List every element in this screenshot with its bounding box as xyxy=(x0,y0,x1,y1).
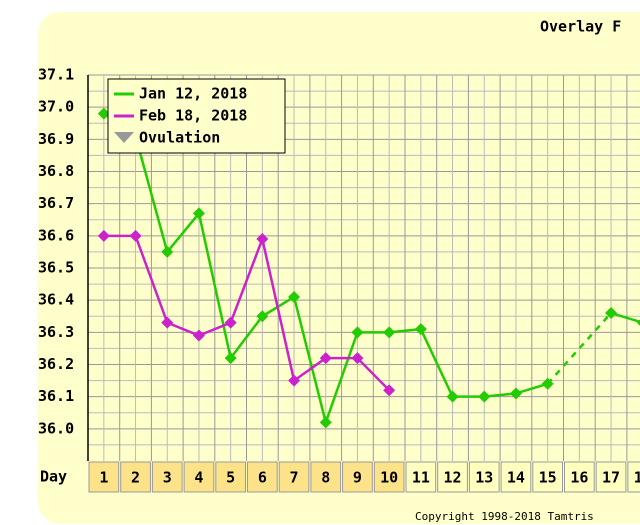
x-tick-label: 3 xyxy=(163,469,172,487)
x-tick-label: 5 xyxy=(226,469,235,487)
legend-label: Ovulation xyxy=(139,129,220,147)
legend-label: Feb 18, 2018 xyxy=(139,107,247,125)
day-cell xyxy=(120,461,151,493)
day-cell xyxy=(183,461,215,493)
point xyxy=(224,316,237,329)
point xyxy=(161,316,174,329)
y-tick-label: 36.8 xyxy=(38,162,74,180)
point xyxy=(383,384,396,397)
x-tick-label: 18 xyxy=(634,469,640,487)
x-axis-label: Day xyxy=(40,468,67,486)
x-tick-label: 1 xyxy=(99,469,108,487)
series-line xyxy=(103,234,391,392)
day-cell xyxy=(564,461,595,493)
copyright: Copyright 1998-2018 Tamtris xyxy=(415,510,594,523)
x-tick-label: 8 xyxy=(321,469,330,487)
x-tick-label: 4 xyxy=(194,469,203,487)
legend-marker xyxy=(114,132,134,143)
x-tick-label: 7 xyxy=(290,469,299,487)
point xyxy=(256,310,269,323)
x-tick-label: 16 xyxy=(570,469,588,487)
point xyxy=(224,352,237,365)
y-tick-label: 37.1 xyxy=(38,66,74,84)
x-tick-label: 14 xyxy=(507,469,525,487)
point xyxy=(288,374,301,387)
day-cell xyxy=(532,461,563,493)
x-tick-label: 2 xyxy=(131,469,140,487)
gap-connector xyxy=(546,312,612,385)
x-tick-label: 10 xyxy=(380,469,398,487)
x-tick-label: 17 xyxy=(602,469,620,487)
point xyxy=(192,329,205,342)
point xyxy=(351,352,364,365)
point xyxy=(129,229,142,242)
day-cell xyxy=(88,461,120,493)
point xyxy=(541,377,554,390)
y-tick-label: 36.6 xyxy=(38,226,74,244)
day-cell xyxy=(278,461,310,493)
day-cell xyxy=(342,461,373,493)
point xyxy=(319,352,332,365)
point xyxy=(446,390,459,403)
x-tick-label: 12 xyxy=(444,469,462,487)
point xyxy=(351,326,364,339)
x-tick-label: 6 xyxy=(258,469,267,487)
day-cell xyxy=(468,461,500,493)
legend-box xyxy=(107,78,286,154)
y-tick-label: 36.2 xyxy=(38,355,74,373)
day-cell xyxy=(247,461,278,493)
x-tick-label: 13 xyxy=(475,469,493,487)
point xyxy=(509,387,522,400)
x-tick-label: 15 xyxy=(539,469,557,487)
point xyxy=(478,390,491,403)
y-tick-label: 36.0 xyxy=(38,419,74,437)
day-cell xyxy=(627,461,640,493)
point xyxy=(97,229,110,242)
y-tick-label: 36.5 xyxy=(38,259,74,277)
y-tick-label: 36.7 xyxy=(38,194,74,212)
day-cell xyxy=(500,461,532,493)
day-cell xyxy=(373,461,405,493)
day-cell xyxy=(151,461,183,493)
legend-label: Jan 12, 2018 xyxy=(139,85,247,103)
point xyxy=(636,319,640,326)
point xyxy=(605,307,618,320)
chart-title: Overlay F xyxy=(540,18,621,36)
day-cell xyxy=(405,461,437,493)
point xyxy=(383,326,396,339)
y-tick-label: 36.9 xyxy=(38,130,74,148)
y-tick-label: 36.1 xyxy=(38,387,74,405)
y-tick-label: 37.0 xyxy=(38,98,74,116)
y-tick-label: 36.3 xyxy=(38,323,74,341)
day-cell xyxy=(437,461,468,493)
point xyxy=(97,107,110,120)
point xyxy=(414,323,427,336)
point xyxy=(256,233,269,246)
day-cell xyxy=(215,461,247,493)
x-tick-label: 9 xyxy=(353,469,362,487)
y-tick-label: 36.4 xyxy=(38,291,74,309)
series-line xyxy=(610,311,640,324)
x-tick-label: 11 xyxy=(412,469,430,487)
day-cell xyxy=(310,461,342,493)
day-cell xyxy=(595,461,627,493)
point xyxy=(319,416,332,429)
point xyxy=(161,245,174,258)
point xyxy=(192,207,205,220)
point xyxy=(288,290,301,303)
